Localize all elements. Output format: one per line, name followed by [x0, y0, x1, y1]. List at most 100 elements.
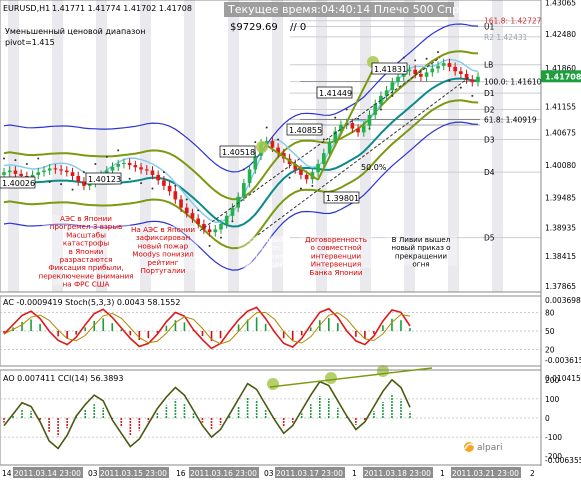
candle-body [453, 66, 457, 72]
candle-body [379, 95, 383, 104]
lower-band-line [3, 121, 479, 271]
price-tick-label: 1.41155 [545, 102, 576, 111]
zigzag-line [261, 141, 319, 181]
price-tick-label: 1.38935 [545, 224, 576, 233]
price-labels: 1.41831 1.41449 1.40855 1.40518 1.40123 1.400… [0, 62, 408, 204]
swing-highlight [325, 372, 337, 384]
candle-body [413, 69, 418, 74]
sar-dot [277, 138, 280, 141]
zigzag-line [317, 69, 374, 181]
candle-body [127, 162, 132, 166]
price-label: 1.40855 [289, 126, 322, 135]
session-band [448, 0, 459, 292]
candle-body [350, 123, 355, 129]
price-label: 1.40518 [222, 148, 255, 157]
news-annotation-line: рейтинг [148, 258, 179, 267]
candle-body [476, 76, 480, 83]
price-label-box [0, 176, 36, 189]
news-annotation-line: о совместной [310, 243, 361, 252]
candle-body [270, 141, 275, 148]
logo-swoosh-icon [464, 443, 475, 450]
candle-body [230, 207, 235, 216]
sar-dot [128, 177, 131, 180]
news-annotation-line: прогремел 3 взрыв [50, 222, 123, 231]
news-annotation-line: Договоренность [305, 235, 367, 244]
price-label: 1.41831 [374, 65, 407, 74]
news-annotation-line: АЭС в Японии [60, 214, 112, 223]
news-backdrop [238, 236, 290, 268]
news-annotation-line: прекращении [395, 251, 448, 260]
session-band [140, 0, 151, 292]
news-annotations: АЭС в Японии прогремел 3 взрыв Масштабы кат… [39, 214, 457, 289]
session-band [8, 0, 19, 292]
candle-body [167, 185, 172, 192]
time-axis: 14 2011.03.14 23:00 03 2011.03.15 23:00 16 20… [0, 466, 581, 480]
sar-dot [265, 126, 268, 129]
candle-body [64, 170, 69, 173]
swing-highlight [377, 365, 389, 377]
price-tick-label: 1.40080 [545, 161, 576, 170]
swing-highlight [267, 378, 279, 390]
sar-dot [220, 236, 223, 239]
sar-dot [25, 163, 28, 165]
stochastic-header: AC -0.0009419 Stoch(5,3,3) 0.0043 58.155… [3, 298, 181, 307]
news-annotation-line: На АЭС в Японии [131, 225, 195, 234]
stochastic-series [0, 306, 541, 351]
news-annotation-line: катастрофы [63, 239, 110, 248]
candle-body [333, 131, 338, 143]
news-annotation-line: переключение внимания [39, 271, 134, 280]
stoch-tick-label: 20 [545, 346, 555, 355]
sar-dot [288, 176, 291, 179]
price-tick-label: 1.41860 [545, 64, 576, 73]
candle-body [316, 164, 320, 173]
time-label-box [363, 467, 433, 478]
candle-body [190, 213, 195, 219]
sar-dot [174, 184, 177, 187]
ao-cci-panel: AO 0.007411 CCI(14) 56.3893 [0, 367, 542, 466]
candle-body [407, 69, 412, 72]
stoch-tick-label: -0.003615 [545, 356, 581, 365]
news-backdrop [42, 215, 130, 285]
level-label: 161.8: 1.42727 [484, 17, 542, 26]
sar-dot [437, 51, 440, 54]
symbol-label: EURUSD,H1 [3, 4, 50, 13]
session-band [360, 0, 371, 292]
candle-body [156, 174, 161, 181]
price-tick-label: 1.38415 [545, 252, 576, 261]
candle-body [327, 142, 332, 154]
news-backdrop [385, 236, 457, 266]
news-annotation: На АЭС в Японии зафиксирован новый пожар Mo… [131, 225, 195, 275]
candle-body [42, 170, 46, 173]
time-tick-label: 2011.03.21 23:00 [452, 469, 519, 478]
session-band [52, 0, 63, 292]
current-price-box [541, 70, 581, 83]
sar-dot [185, 198, 188, 201]
price-label-box [85, 172, 122, 185]
price-label: 1.39801 [326, 194, 359, 203]
marker-label: // 0 [290, 22, 306, 33]
candle-body [390, 82, 395, 91]
sar-dot [14, 159, 17, 162]
candle-body [441, 63, 446, 66]
time-tick-label: 03 [88, 469, 98, 478]
price-tick-label: 1.40675 [545, 129, 576, 138]
price-tick-label: 1.42480 [545, 30, 576, 39]
price-tick-label: 1.43065 [545, 0, 576, 7]
sar-dot [242, 168, 245, 171]
candle-body [293, 164, 298, 170]
news-annotation-line: В Ливии вышел [392, 235, 451, 244]
candle-body [424, 72, 429, 77]
candle-body [162, 180, 166, 186]
time-tick-label: 03 [264, 469, 274, 478]
ao-tick-label: -0.006355 [545, 456, 581, 465]
candle-body [70, 172, 75, 176]
candlesticks [2, 58, 480, 237]
candle-body [224, 215, 229, 224]
candle-body [436, 65, 440, 69]
level-label: D5 [484, 234, 495, 243]
news-annotation-line: Масштабы [66, 230, 106, 239]
price-tick-label: 1.39485 [545, 194, 576, 203]
server-time-label: Текущее время:04:40:14 Плечо 500 Спрэд 2… [227, 3, 490, 16]
stochastic-panel-background [0, 296, 541, 366]
